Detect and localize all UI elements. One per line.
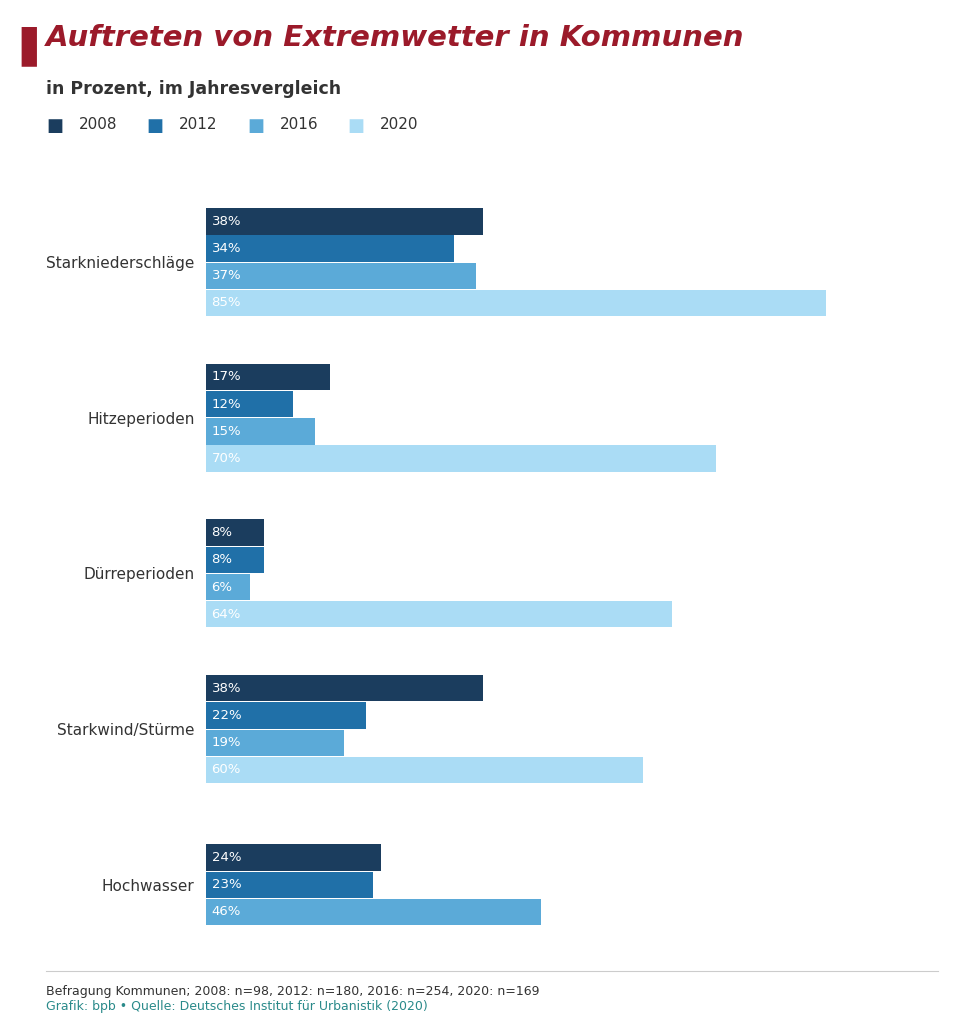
Bar bbox=[206, 729, 345, 756]
Bar bbox=[206, 262, 476, 289]
Bar bbox=[206, 290, 826, 316]
Text: in Prozent, im Jahresvergleich: in Prozent, im Jahresvergleich bbox=[46, 80, 341, 98]
Text: 8%: 8% bbox=[211, 553, 233, 566]
Text: 64%: 64% bbox=[211, 608, 241, 621]
Text: 6%: 6% bbox=[211, 581, 233, 594]
Bar bbox=[206, 364, 330, 390]
Text: 2020: 2020 bbox=[380, 117, 418, 132]
Text: 15%: 15% bbox=[211, 425, 241, 438]
Text: 60%: 60% bbox=[211, 764, 241, 776]
Text: 38%: 38% bbox=[211, 215, 241, 227]
Bar bbox=[206, 845, 381, 870]
Text: ■: ■ bbox=[46, 117, 63, 135]
Text: 2012: 2012 bbox=[179, 117, 217, 132]
Text: Befragung Kommunen; 2008: n=98, 2012: n=180, 2016: n=254, 2020: n=169: Befragung Kommunen; 2008: n=98, 2012: n=… bbox=[46, 985, 540, 998]
Text: ■: ■ bbox=[247, 117, 264, 135]
Text: ■: ■ bbox=[347, 117, 365, 135]
Text: ■: ■ bbox=[146, 117, 164, 135]
Text: 24%: 24% bbox=[211, 851, 241, 864]
Text: 34%: 34% bbox=[211, 242, 241, 255]
Text: 22%: 22% bbox=[211, 709, 241, 722]
Text: ▌: ▌ bbox=[21, 27, 51, 67]
Bar bbox=[206, 236, 454, 262]
Bar bbox=[206, 702, 367, 729]
Text: Grafik: bpb • Quelle: Deutsches Institut für Urbanistik (2020): Grafik: bpb • Quelle: Deutsches Institut… bbox=[46, 1000, 428, 1014]
Bar bbox=[206, 391, 293, 418]
Bar bbox=[206, 899, 542, 925]
Text: 37%: 37% bbox=[211, 269, 241, 283]
Text: 38%: 38% bbox=[211, 682, 241, 694]
Bar bbox=[206, 573, 250, 600]
Bar bbox=[206, 445, 716, 472]
Text: 19%: 19% bbox=[211, 736, 241, 750]
Text: 70%: 70% bbox=[211, 453, 241, 465]
Text: 17%: 17% bbox=[211, 371, 241, 383]
Text: 12%: 12% bbox=[211, 397, 241, 411]
Text: 2008: 2008 bbox=[78, 117, 117, 132]
Bar bbox=[206, 757, 643, 783]
Bar bbox=[206, 547, 264, 573]
Text: 85%: 85% bbox=[211, 297, 241, 309]
Text: 8%: 8% bbox=[211, 526, 233, 539]
Bar bbox=[206, 601, 673, 628]
Text: Auftreten von Extremwetter in Kommunen: Auftreten von Extremwetter in Kommunen bbox=[46, 24, 745, 51]
Bar bbox=[206, 675, 483, 701]
Bar bbox=[206, 418, 315, 444]
Bar bbox=[206, 871, 373, 898]
Text: 46%: 46% bbox=[211, 905, 241, 919]
Bar bbox=[206, 519, 264, 546]
Text: 2016: 2016 bbox=[279, 117, 318, 132]
Bar bbox=[206, 208, 483, 234]
Text: 23%: 23% bbox=[211, 879, 241, 891]
